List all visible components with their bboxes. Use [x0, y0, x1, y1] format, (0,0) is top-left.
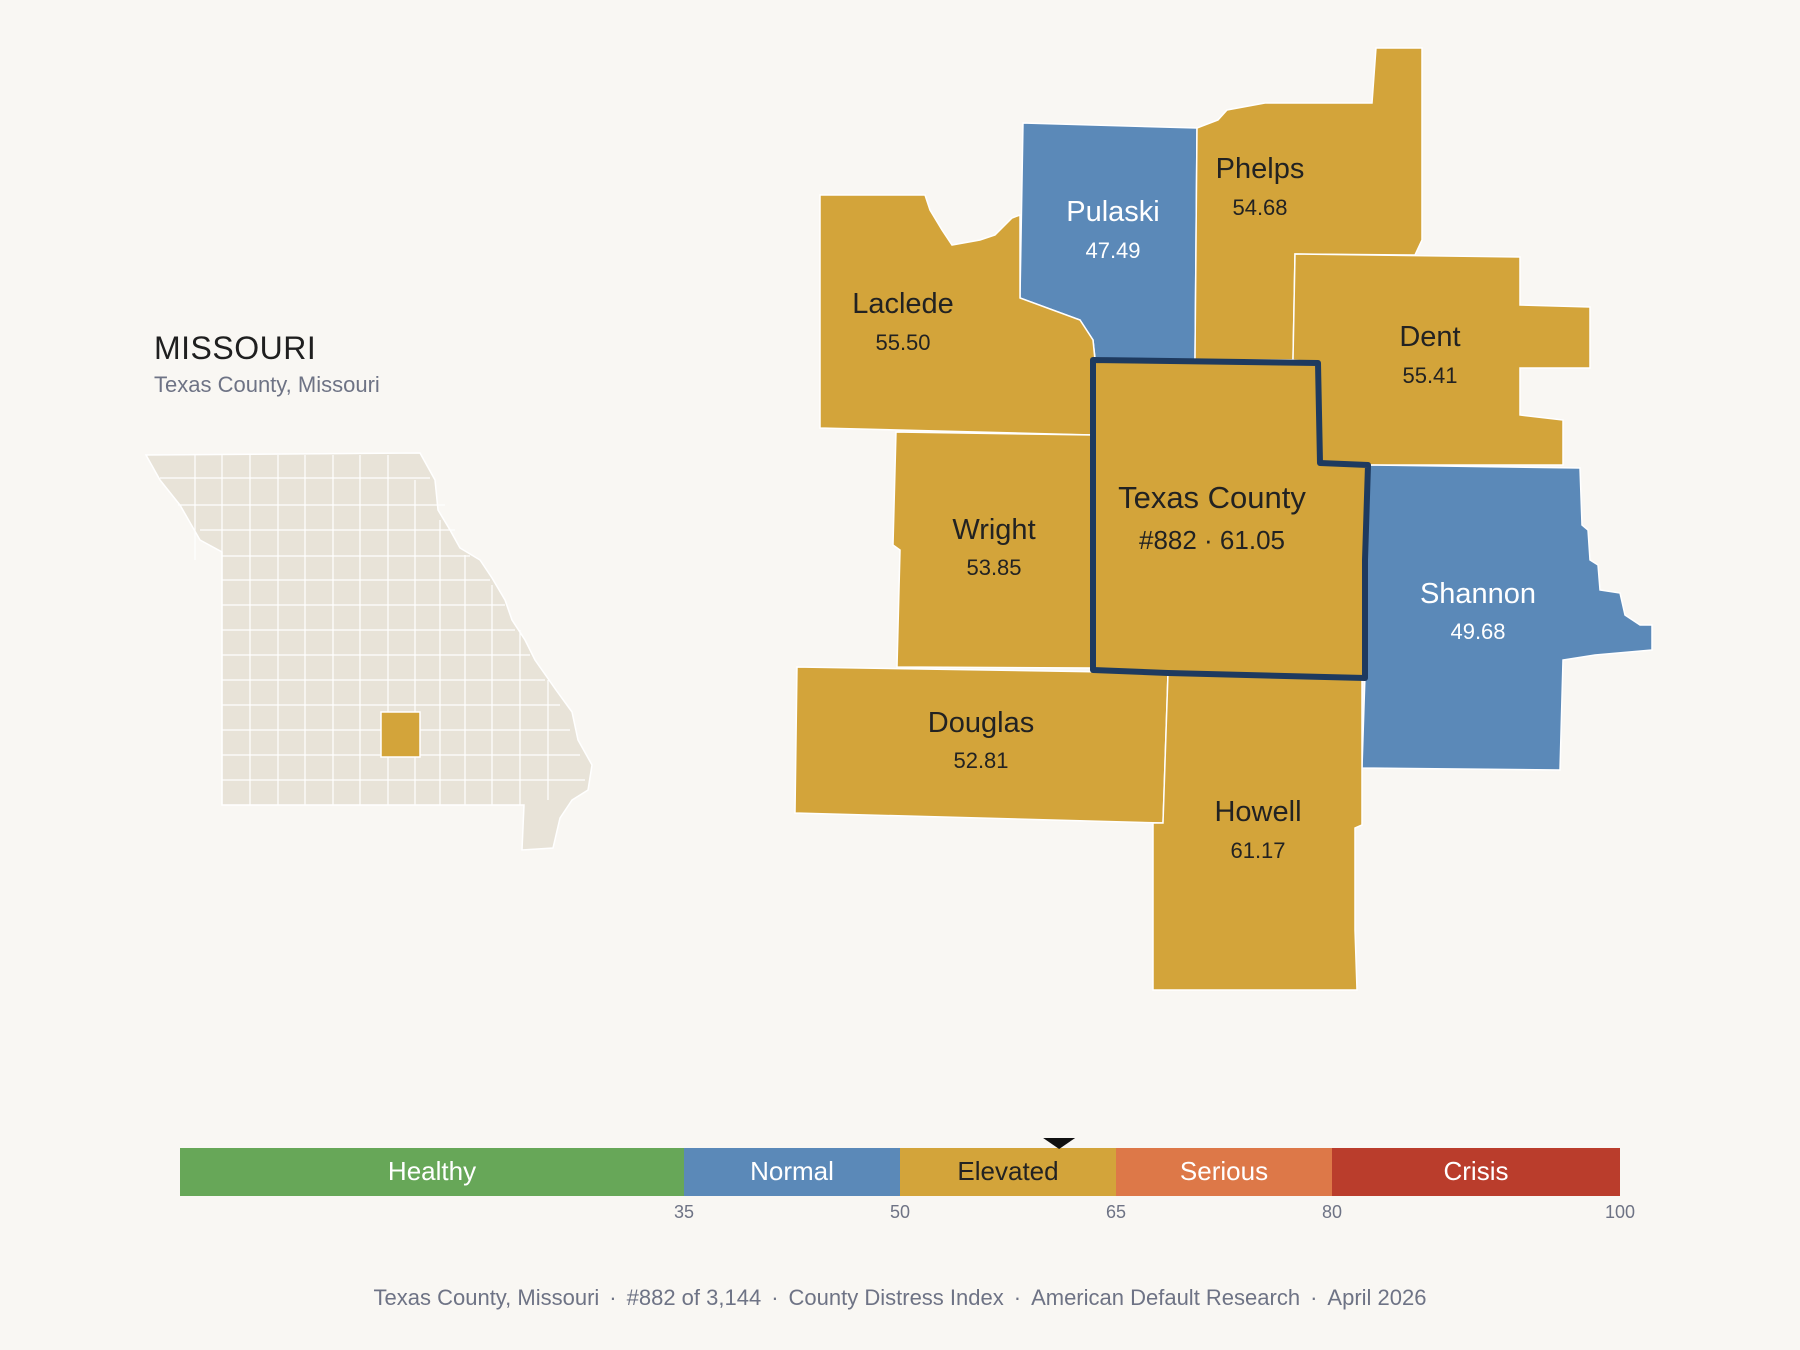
missouri-outline: [144, 452, 593, 851]
scale-segment-crisis: [1332, 1148, 1620, 1196]
pulaski-score: 47.49: [1085, 238, 1140, 263]
scale-segment-serious: [1116, 1148, 1332, 1196]
phelps-score: 54.68: [1232, 195, 1287, 220]
state-subtitle: Texas County, Missouri: [154, 372, 380, 397]
scale-tick-label: 65: [1106, 1202, 1126, 1222]
county-shannon[interactable]: [1361, 464, 1653, 771]
scale-tick-label: 80: [1322, 1202, 1342, 1222]
footer-date: April 2026: [1327, 1285, 1427, 1310]
footer-separator: ·: [1310, 1285, 1318, 1310]
scale-tick-label: 50: [890, 1202, 910, 1222]
scale-marker-icon: [1043, 1138, 1076, 1149]
distress-scale: Healthy Normal Elevated Serious Crisis 35 50 65…: [180, 1138, 1635, 1222]
scale-label-elevated: Elevated: [957, 1156, 1058, 1186]
pulaski-name: Pulaski: [1066, 196, 1160, 228]
county-howell[interactable]: [1152, 672, 1363, 991]
howell-score: 61.17: [1230, 838, 1285, 863]
dent-score: 55.41: [1402, 363, 1457, 388]
texas-county-locator: [380, 711, 421, 758]
shannon-score: 49.68: [1450, 619, 1505, 644]
scale-segment-normal: [684, 1148, 900, 1196]
scale-tick-label: 35: [674, 1202, 694, 1222]
laclede-score: 55.50: [875, 330, 930, 355]
county-texas[interactable]: [1090, 357, 1371, 681]
scale-label-normal: Normal: [750, 1156, 834, 1186]
texas-name: Texas County: [1118, 480, 1306, 515]
footer-index: County Distress Index: [788, 1285, 1004, 1310]
footer-separator: ·: [771, 1285, 779, 1310]
footer-separator: ·: [1013, 1285, 1022, 1310]
wright-name: Wright: [952, 514, 1035, 546]
footer: Texas County, Missouri · #882 of 3,144 · Cou…: [0, 1285, 1800, 1311]
laclede-name: Laclede: [852, 288, 954, 320]
scale-label-crisis: Crisis: [1444, 1156, 1509, 1186]
howell-name: Howell: [1214, 796, 1301, 828]
scale-tick-label: 100: [1605, 1202, 1635, 1222]
dent-name: Dent: [1399, 321, 1460, 353]
scale-label-healthy: Healthy: [388, 1156, 476, 1186]
phelps-name: Phelps: [1216, 153, 1305, 185]
county-douglas[interactable]: [794, 666, 1169, 824]
footer-source: American Default Research: [1031, 1285, 1301, 1310]
state-title: MISSOURI: [154, 330, 317, 366]
regional-map: [794, 47, 1653, 991]
shannon-name: Shannon: [1420, 578, 1536, 610]
scale-segment-elevated: [900, 1148, 1116, 1196]
county-wright[interactable]: [892, 431, 1094, 669]
missouri-locator-map: [144, 452, 593, 851]
footer-county: Texas County, Missouri: [373, 1285, 600, 1310]
county-dent[interactable]: [1292, 253, 1591, 466]
douglas-name: Douglas: [928, 707, 1034, 739]
scale-segment-healthy: [180, 1148, 684, 1196]
wright-score: 53.85: [966, 555, 1021, 580]
scale-label-serious: Serious: [1180, 1156, 1268, 1186]
county-labels: Pulaski 47.49 Phelps 54.68 Laclede 55.50…: [852, 153, 1536, 863]
texas-score: #882 · 61.05: [1139, 525, 1285, 555]
douglas-score: 52.81: [953, 748, 1008, 773]
footer-separator: ·: [609, 1285, 617, 1310]
footer-rank: #882 of 3,144: [626, 1285, 762, 1310]
